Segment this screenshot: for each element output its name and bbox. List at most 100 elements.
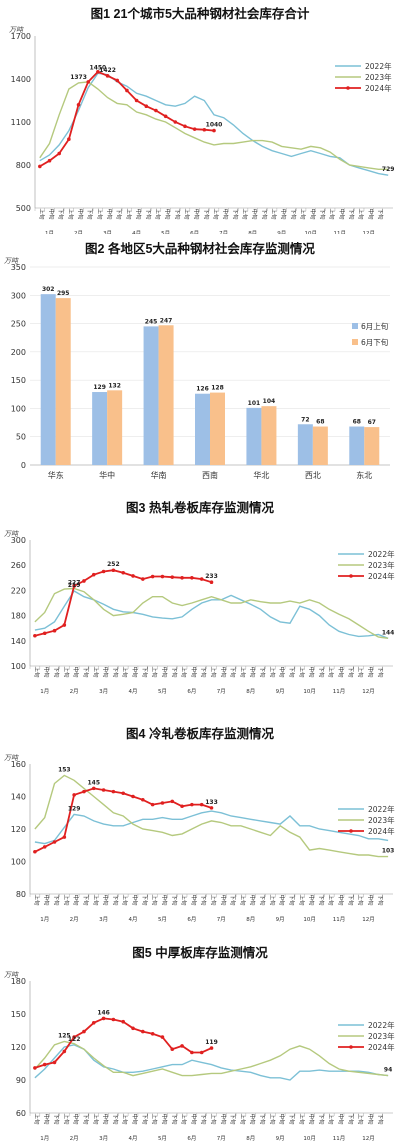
x-tick-label: 中旬 <box>131 666 139 678</box>
data-point <box>170 799 175 804</box>
x-tick-label: 上旬 <box>298 894 306 906</box>
data-point <box>209 580 214 585</box>
x-tick-label: 中旬 <box>131 894 139 906</box>
month-label: 11月 <box>333 688 346 695</box>
month-label: 4月 <box>129 916 138 923</box>
x-tick-label: 上旬 <box>125 208 133 220</box>
data-point <box>212 128 216 133</box>
data-point <box>115 78 120 83</box>
legend-label: 6月上旬 <box>361 321 389 331</box>
legend-marker <box>349 574 353 578</box>
bar-6月下旬 <box>107 390 123 465</box>
data-point <box>76 103 81 107</box>
data-label: 219 <box>68 582 81 589</box>
y-tick-label: 260 <box>11 561 26 570</box>
x-tick-label: 上旬 <box>62 666 70 678</box>
data-label: 125 <box>58 1033 71 1040</box>
data-point <box>209 806 214 810</box>
data-label: 1450 <box>90 64 107 71</box>
x-tick-label: 上旬 <box>357 666 365 678</box>
x-tick-label: 中旬 <box>337 666 345 678</box>
x-tick-label: 上旬 <box>62 894 70 906</box>
data-point <box>121 570 126 575</box>
month-label: 9月 <box>277 230 286 234</box>
x-tick-label: 中旬 <box>43 894 51 906</box>
month-label: 6月 <box>187 1135 196 1142</box>
x-tick-label: 中旬 <box>251 208 259 220</box>
bar-6月下旬 <box>158 325 174 465</box>
data-point <box>121 791 126 796</box>
x-tick-label: 中旬 <box>222 208 230 220</box>
x-tick-label: 下旬 <box>82 894 90 906</box>
category-label: 西南 <box>202 470 218 480</box>
data-point <box>134 98 139 103</box>
x-tick-label: 中旬 <box>48 208 56 220</box>
series-line-2024年 <box>34 787 212 853</box>
x-tick-label: 中旬 <box>131 1113 139 1125</box>
y-tick-label: 90 <box>16 1076 26 1085</box>
x-tick-label: 中旬 <box>249 1113 257 1125</box>
category-label: 东北 <box>356 470 372 480</box>
x-tick-label: 下旬 <box>115 208 123 220</box>
category-label: 西北 <box>305 471 321 480</box>
month-label: 8月 <box>246 916 255 923</box>
data-point <box>82 789 86 794</box>
x-tick-label: 下旬 <box>170 894 178 906</box>
data-point <box>91 786 96 791</box>
series-line-2022年 <box>34 1044 389 1081</box>
data-point <box>131 794 135 799</box>
legend-swatch <box>352 339 358 345</box>
bar-value-label: 302 <box>42 286 55 293</box>
month-label: 7月 <box>219 230 228 234</box>
legend-swatch <box>352 323 358 329</box>
y-tick-label: 80 <box>16 890 26 899</box>
bar-value-label: 295 <box>57 290 70 297</box>
data-label: 252 <box>107 561 120 568</box>
x-tick-label: 下旬 <box>347 1113 355 1125</box>
y-tick-label: 160 <box>11 760 26 769</box>
x-tick-label: 上旬 <box>121 894 129 906</box>
data-point <box>160 1035 165 1039</box>
x-tick-label: 下旬 <box>289 208 297 220</box>
series-line-2022年 <box>34 810 389 845</box>
month-label: 2月 <box>74 230 83 234</box>
figure-2-title: 图2 各地区5大品种钢材社会库存监测情况 <box>85 242 315 256</box>
month-label: 3月 <box>99 1135 108 1142</box>
legend-label: 2023年 <box>368 815 395 825</box>
y-tick-label: 100 <box>11 858 26 867</box>
month-label: 6月 <box>187 688 196 695</box>
category-label: 华东 <box>48 470 64 480</box>
x-tick-label: 上旬 <box>151 894 159 906</box>
x-tick-label: 下旬 <box>347 894 355 906</box>
x-tick-label: 中旬 <box>280 208 288 220</box>
bar-value-label: 129 <box>93 384 106 391</box>
month-label: 8月 <box>248 230 257 234</box>
bar-6月上旬 <box>246 407 262 465</box>
bar-6月上旬 <box>297 424 313 465</box>
month-label: 4月 <box>129 688 138 695</box>
x-tick-label: 上旬 <box>327 666 335 678</box>
data-label: 144 <box>382 629 395 636</box>
x-tick-label: 下旬 <box>144 208 152 220</box>
y-axis-unit: 万吨 <box>4 754 19 762</box>
figure-5-chart: 万吨6090120150180上旬 中旬 下旬 上旬 中旬 下旬 上旬 中旬 下旬 上旬 中旬 下旬上… <box>4 971 395 1142</box>
data-point <box>47 158 52 163</box>
x-tick-label: 上旬 <box>151 666 159 678</box>
y-tick-label: 180 <box>11 612 26 621</box>
x-tick-label: 下旬 <box>260 208 268 220</box>
month-label: 1月 <box>40 1135 49 1142</box>
y-axis-unit: 万吨 <box>4 530 19 538</box>
x-tick-label: 上旬 <box>92 894 100 906</box>
month-label: 1月 <box>40 916 49 923</box>
x-tick-label: 下旬 <box>200 666 208 678</box>
x-tick-label: 上旬 <box>298 1113 306 1125</box>
x-tick-label: 中旬 <box>106 208 114 220</box>
y-tick-label: 180 <box>11 977 26 986</box>
x-tick-label: 中旬 <box>338 208 346 220</box>
legend-marker <box>349 1045 353 1049</box>
x-tick-label: 下旬 <box>141 894 149 906</box>
x-tick-label: 上旬 <box>357 1113 365 1125</box>
data-label: 729 <box>382 166 395 173</box>
x-tick-label: 下旬 <box>376 208 384 220</box>
